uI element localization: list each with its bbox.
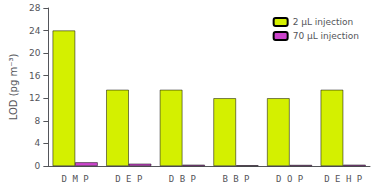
svg-text:70 μL injection: 70 μL injection [293, 31, 359, 41]
svg-text:12: 12 [29, 93, 40, 103]
svg-text:D E H P: D E H P [324, 174, 363, 184]
svg-text:4: 4 [35, 138, 41, 148]
svg-text:D O P: D O P [276, 174, 304, 184]
svg-text:D E P: D E P [115, 174, 143, 184]
svg-text:0: 0 [35, 161, 41, 171]
svg-text:B B P: B B P [222, 174, 250, 184]
svg-text:D B P: D B P [169, 174, 197, 184]
svg-text:2 μL injection: 2 μL injection [293, 17, 354, 27]
svg-text:8: 8 [35, 116, 41, 126]
svg-text:16: 16 [29, 71, 41, 81]
svg-text:D M P: D M P [62, 174, 90, 184]
svg-text:LOD (pg m⁻³): LOD (pg m⁻³) [8, 54, 19, 121]
svg-text:28: 28 [29, 3, 41, 13]
svg-text:20: 20 [29, 48, 41, 58]
svg-text:24: 24 [29, 26, 41, 36]
